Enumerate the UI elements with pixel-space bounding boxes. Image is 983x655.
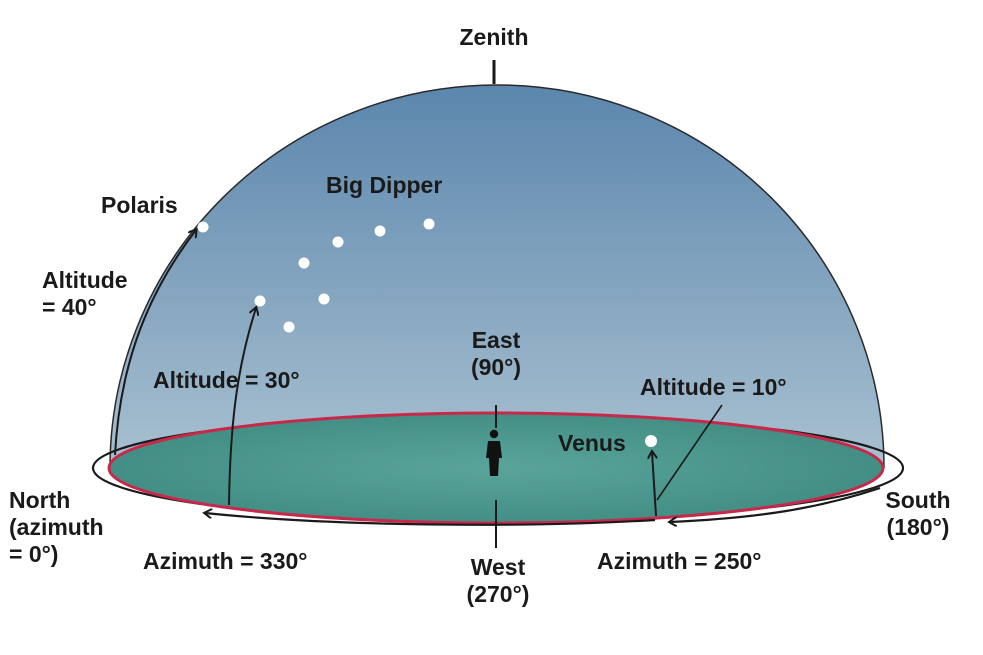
azimuth-250-arrow [670, 486, 881, 522]
altitude-10-label: Altitude = 10° [640, 374, 787, 400]
big-dipper-star [374, 225, 386, 237]
azimuth-250-label: Azimuth = 250° [597, 548, 762, 574]
polaris-label: Polaris [101, 192, 178, 218]
big-dipper-star [283, 321, 295, 333]
polaris-star [197, 221, 209, 233]
west-line: West [470, 554, 526, 580]
zenith-label: Zenith [459, 24, 529, 50]
sky-dome-outline [109, 84, 885, 469]
big-dipper-star [332, 236, 344, 248]
big-dipper-star [318, 293, 330, 305]
altitude-30-arrow [228, 308, 256, 506]
venus-point [645, 435, 657, 447]
north-label: North (azimuth = 0°) [9, 487, 104, 568]
sky-dome [110, 85, 884, 468]
altitude-40-line: Altitude [42, 267, 128, 293]
azimuth-330-label: Azimuth = 330° [143, 548, 308, 574]
south-line: South [885, 487, 951, 513]
big-dipper-stars [254, 218, 435, 333]
altitude-30-label: Altitude = 30° [153, 367, 300, 393]
big-dipper-star [254, 295, 266, 307]
east-line: (90°) [470, 354, 522, 380]
west-line: (270°) [466, 581, 530, 607]
venus-label: Venus [558, 430, 626, 456]
north-line: = 0°) [9, 541, 59, 567]
altitude-10-leader [656, 404, 723, 501]
south-line: (180°) [886, 514, 950, 540]
east-line: East [471, 327, 521, 353]
big-dipper-star [423, 218, 435, 230]
big-dipper-label: Big Dipper [326, 172, 443, 198]
azimuth-330-arrow [205, 513, 656, 526]
big-dipper-star [298, 257, 310, 269]
observer-figure [486, 429, 502, 476]
east-label: East (90°) [446, 327, 546, 381]
north-line: (azimuth [9, 514, 104, 540]
altitude-40-line: = 40° [42, 294, 97, 320]
west-label: West (270°) [448, 554, 548, 608]
altitude-40-label: Altitude = 40° [42, 267, 128, 321]
south-label: South (180°) [868, 487, 968, 541]
altitude-40-arrow [114, 230, 196, 456]
north-line: North [9, 487, 71, 513]
altitude-10-arrow [652, 452, 656, 517]
